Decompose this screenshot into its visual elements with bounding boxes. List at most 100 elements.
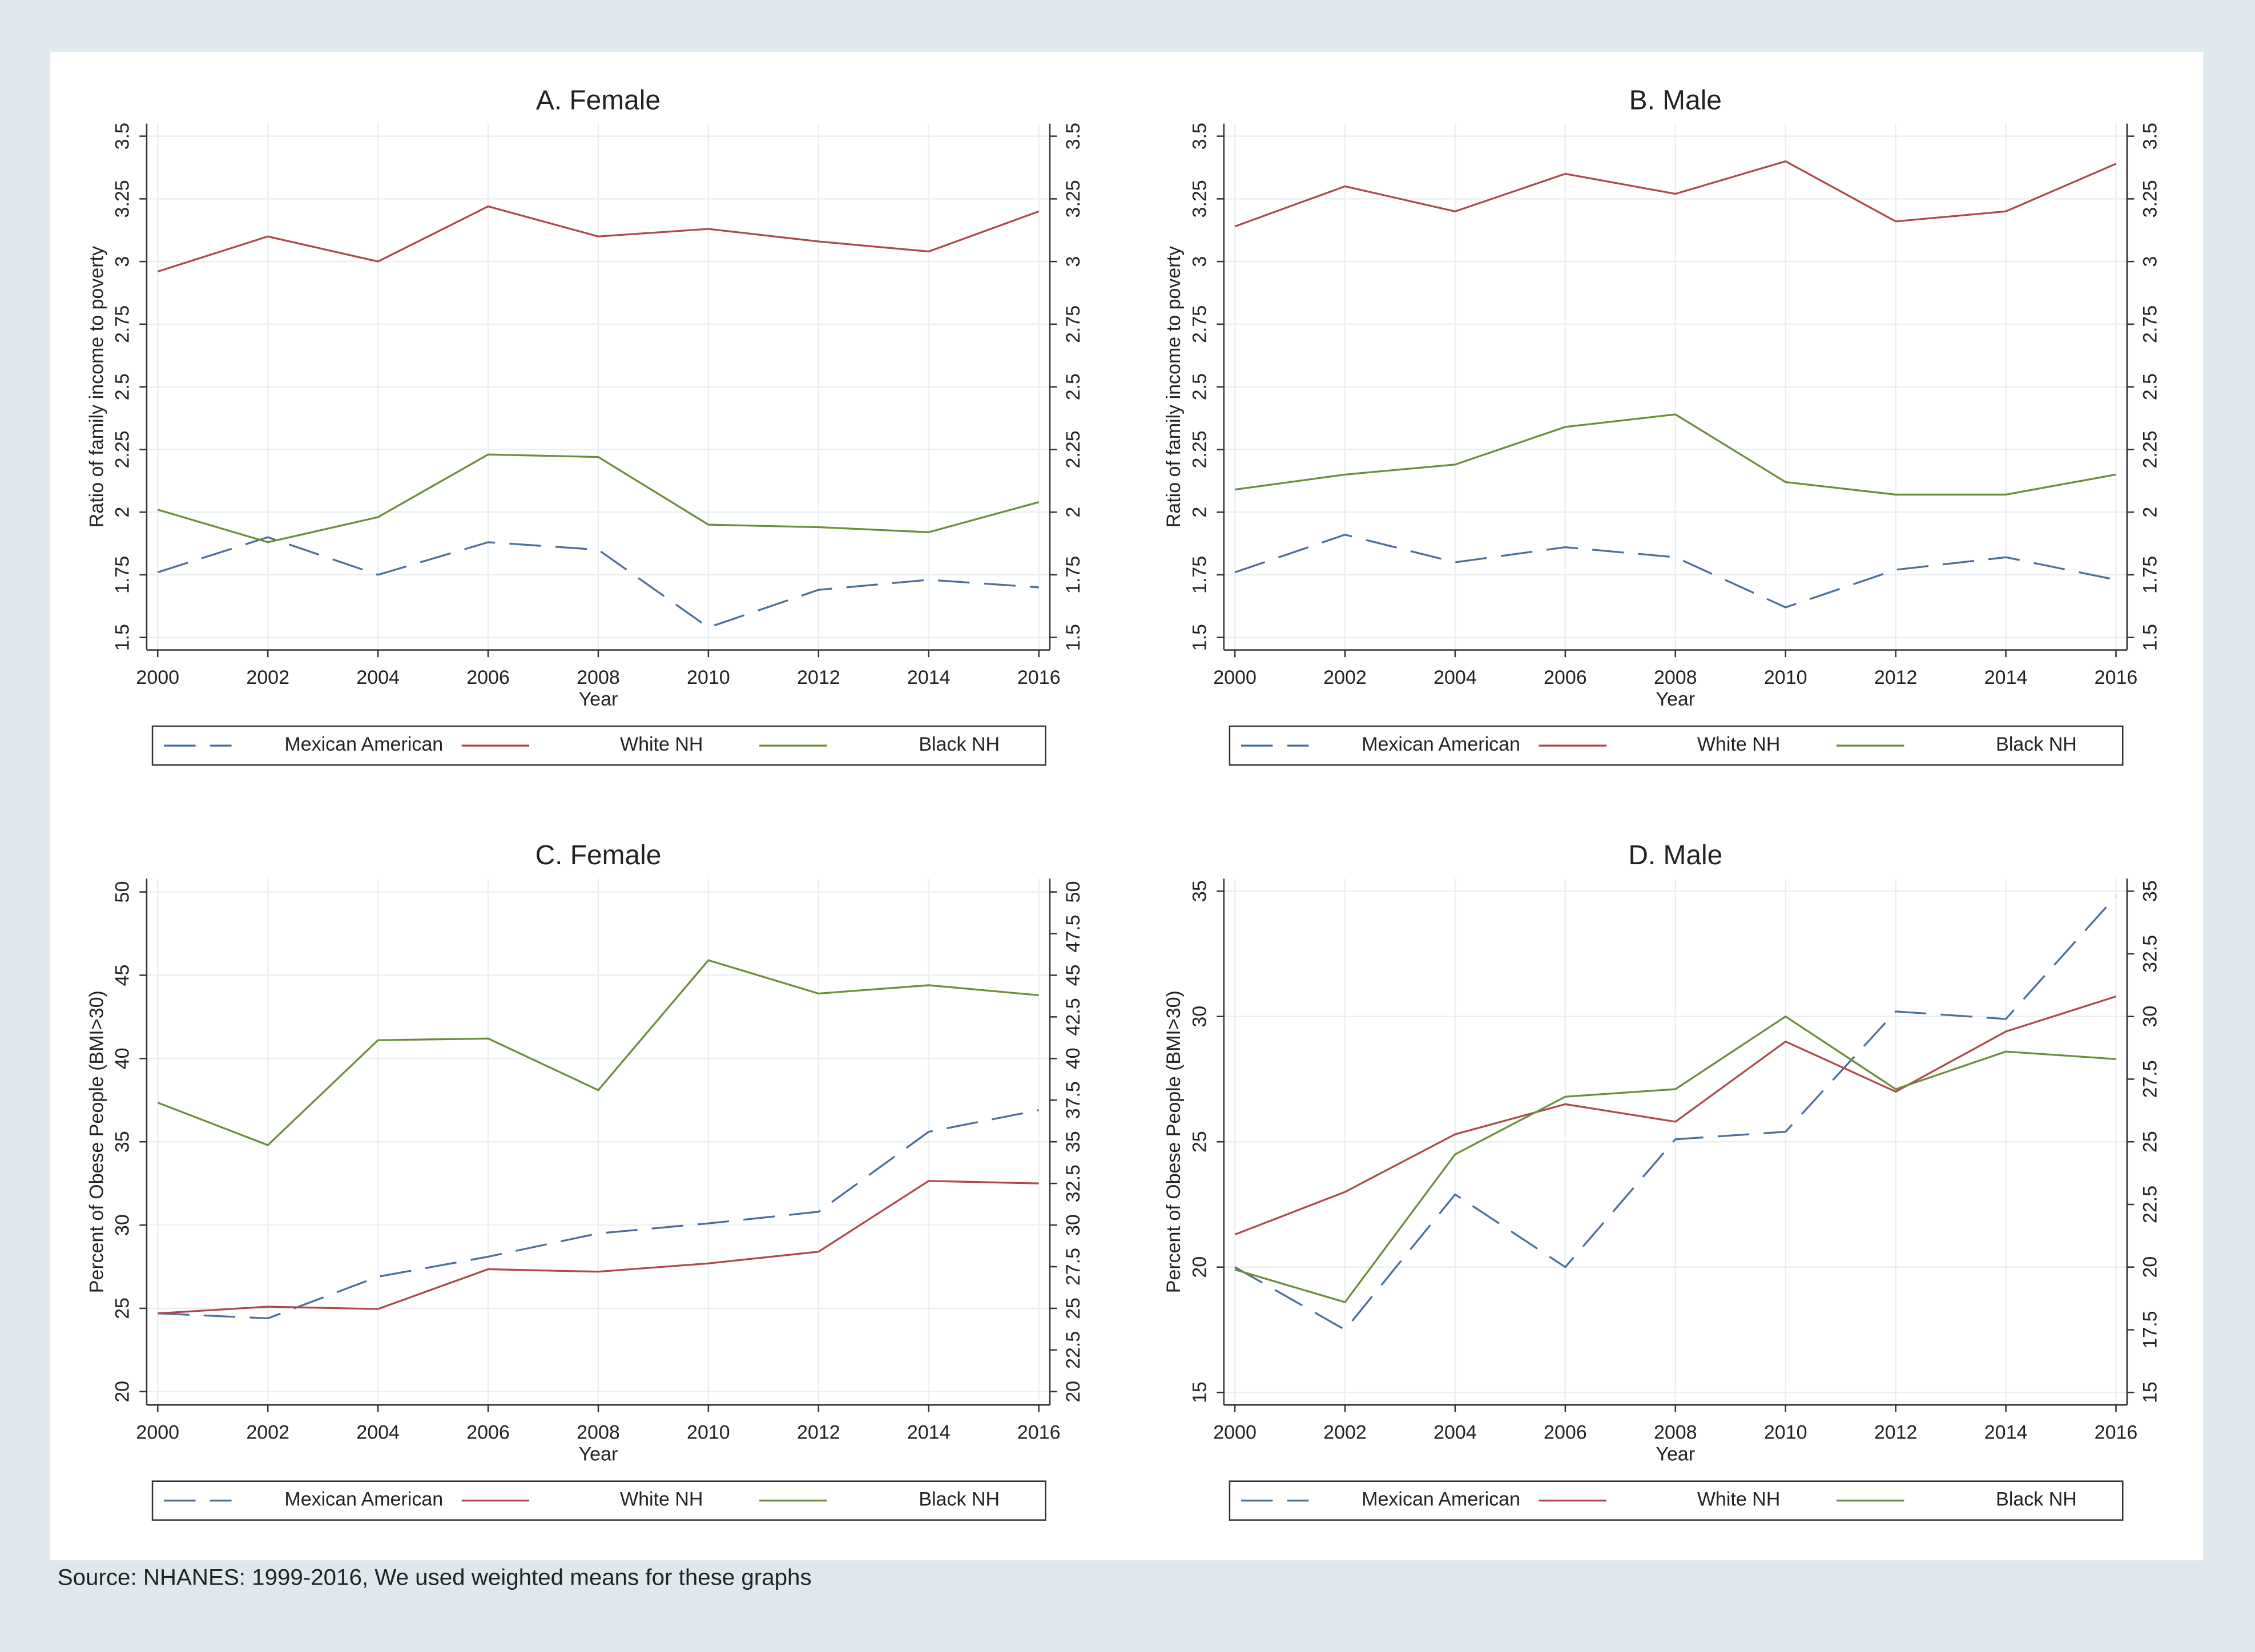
y-tick-label: 25 bbox=[1189, 1131, 1210, 1153]
y2-tick-label: 2.5 bbox=[2140, 373, 2161, 400]
y-tick-label: 3.25 bbox=[1189, 180, 1210, 217]
y2-tick-label: 1.75 bbox=[2140, 556, 2161, 594]
y2-tick-label: 17.5 bbox=[2140, 1311, 2161, 1348]
y-axis-label: Percent of Obese People (BMI>30) bbox=[1163, 990, 1185, 1293]
y2-tick-label: 45 bbox=[1062, 965, 1084, 986]
y2-tick-label: 47.5 bbox=[1062, 914, 1084, 952]
y-tick-label: 2.75 bbox=[1189, 305, 1210, 343]
x-tick-label: 2004 bbox=[356, 667, 400, 688]
y-tick-label: 50 bbox=[112, 881, 134, 903]
y2-tick-label: 20 bbox=[1062, 1381, 1084, 1403]
legend-box bbox=[1229, 1480, 2124, 1521]
x-tick-label: 2016 bbox=[1017, 667, 1061, 688]
x-tick-label: 2004 bbox=[1433, 1422, 1477, 1444]
y2-tick-label: 2.25 bbox=[2140, 430, 2161, 468]
legend-box bbox=[1229, 725, 2124, 766]
y2-tick-label: 3 bbox=[2140, 256, 2161, 267]
y-tick-label: 3 bbox=[112, 256, 134, 267]
y2-tick-label: 27.5 bbox=[1062, 1248, 1084, 1286]
y2-tick-label: 35 bbox=[1062, 1131, 1084, 1153]
x-axis-label: Year bbox=[1656, 1443, 1695, 1465]
x-tick-label: 2016 bbox=[2095, 667, 2138, 688]
y-tick-label: 45 bbox=[112, 965, 134, 986]
x-tick-label: 2008 bbox=[577, 1422, 620, 1444]
x-tick-label: 2006 bbox=[1544, 667, 1587, 688]
x-tick-label: 2006 bbox=[466, 667, 510, 688]
x-tick-label: 2014 bbox=[1984, 1422, 2028, 1444]
y2-tick-label: 50 bbox=[1062, 881, 1084, 903]
y2-tick-label: 2.5 bbox=[1062, 373, 1084, 400]
legend-label: Black NH bbox=[1996, 734, 2077, 755]
y-axis-label: Percent of Obese People (BMI>30) bbox=[86, 990, 107, 1293]
x-tick-label: 2010 bbox=[1764, 1422, 1807, 1444]
series-line bbox=[1234, 895, 2117, 1331]
x-tick-label: 2002 bbox=[246, 667, 289, 688]
series-line bbox=[157, 453, 1040, 543]
x-tick-label: 2014 bbox=[907, 1422, 951, 1444]
y2-tick-label: 32.5 bbox=[2140, 935, 2161, 973]
y2-tick-label: 2.75 bbox=[2140, 305, 2161, 343]
x-axis-label: Year bbox=[579, 688, 618, 710]
y-tick-label: 3 bbox=[1189, 256, 1210, 267]
y2-tick-label: 25 bbox=[1062, 1298, 1084, 1319]
y2-tick-label: 1.5 bbox=[2140, 624, 2161, 651]
panel bbox=[50, 51, 2204, 1561]
series-line bbox=[1234, 413, 2116, 496]
y2-tick-label: 2 bbox=[2140, 507, 2161, 518]
x-tick-label: 2014 bbox=[1984, 667, 2028, 688]
legend-label: White NH bbox=[1697, 734, 1780, 755]
series-line bbox=[1234, 533, 2116, 609]
y-tick-label: 2.75 bbox=[112, 305, 134, 343]
y-tick-label: 3.5 bbox=[112, 123, 134, 150]
x-tick-label: 2010 bbox=[687, 667, 730, 688]
x-tick-label: 2006 bbox=[1544, 1422, 1587, 1444]
y-tick-label: 2.5 bbox=[112, 373, 134, 400]
legend-label: White NH bbox=[1697, 1489, 1780, 1510]
legend-label: White NH bbox=[620, 734, 703, 755]
legend-label: Black NH bbox=[919, 1489, 1000, 1510]
y-tick-label: 15 bbox=[1189, 1381, 1210, 1403]
x-tick-label: 2000 bbox=[136, 1422, 179, 1444]
x-tick-label: 2012 bbox=[1874, 1422, 1918, 1444]
legend-box bbox=[151, 1480, 1046, 1521]
series-line bbox=[1234, 160, 2117, 228]
y-tick-label: 1.75 bbox=[112, 556, 134, 594]
y-tick-label: 2.5 bbox=[1189, 373, 1210, 400]
x-tick-label: 2008 bbox=[1654, 1422, 1697, 1444]
x-axis-label: Year bbox=[1656, 688, 1695, 710]
x-axis-label: Year bbox=[579, 1443, 618, 1465]
y2-tick-label: 22.5 bbox=[2140, 1186, 2161, 1223]
y-tick-label: 2 bbox=[112, 507, 134, 518]
y-axis-label: Ratio of family income to poverty bbox=[86, 246, 107, 527]
y2-tick-label: 3.5 bbox=[1062, 123, 1084, 150]
y2-tick-label: 3.25 bbox=[2140, 180, 2161, 217]
y2-tick-label: 2 bbox=[1062, 507, 1084, 518]
y2-tick-label: 37.5 bbox=[1062, 1081, 1084, 1119]
y-tick-label: 2 bbox=[1189, 507, 1210, 518]
y-tick-label: 3.5 bbox=[1189, 123, 1210, 150]
x-tick-label: 2004 bbox=[356, 1422, 400, 1444]
y2-tick-label: 27.5 bbox=[2140, 1060, 2161, 1098]
y2-tick-label: 2.75 bbox=[1062, 305, 1084, 343]
x-tick-label: 2012 bbox=[797, 667, 840, 688]
y-tick-label: 20 bbox=[112, 1381, 134, 1403]
series-line bbox=[157, 536, 1039, 628]
x-tick-label: 2004 bbox=[1433, 667, 1477, 688]
y-tick-label: 1.5 bbox=[1189, 624, 1210, 651]
x-tick-label: 2002 bbox=[1323, 667, 1367, 688]
y-tick-label: 40 bbox=[112, 1047, 134, 1069]
y-tick-label: 35 bbox=[1189, 880, 1210, 902]
x-tick-label: 2016 bbox=[1017, 1422, 1061, 1444]
y-tick-label: 1.5 bbox=[112, 624, 134, 651]
legend-label: Mexican American bbox=[1362, 1489, 1520, 1510]
series-line bbox=[158, 1109, 1039, 1320]
legend-label: Mexican American bbox=[284, 734, 443, 755]
chart-title: B. Male bbox=[1629, 86, 1722, 116]
y-tick-label: 25 bbox=[112, 1298, 134, 1319]
x-tick-label: 2000 bbox=[1213, 667, 1257, 688]
legend-label: Mexican American bbox=[1362, 734, 1520, 755]
y-tick-label: 3.25 bbox=[112, 180, 134, 217]
y2-tick-label: 20 bbox=[2140, 1256, 2161, 1278]
series-line bbox=[158, 1180, 1039, 1315]
